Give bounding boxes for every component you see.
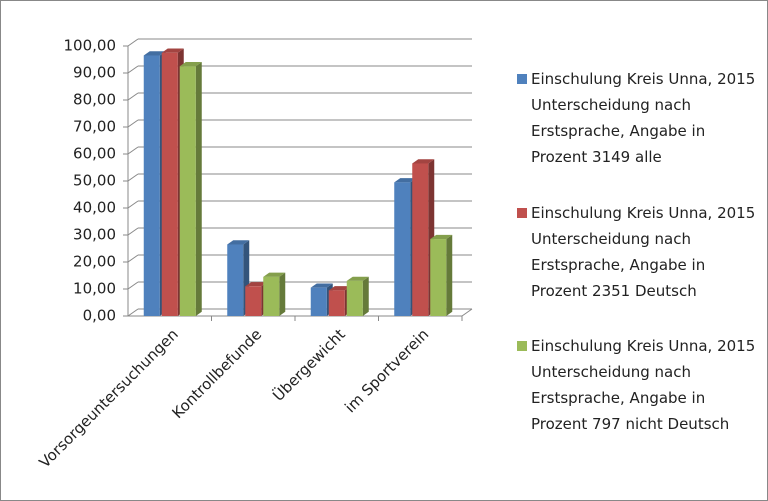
y-tick-label: 70,00 — [73, 118, 116, 136]
bar-top — [430, 234, 453, 240]
bar — [161, 52, 178, 316]
bar-top — [245, 282, 268, 287]
y-tick-label: 30,00 — [73, 226, 116, 244]
bar-top — [328, 286, 351, 291]
bar-side — [279, 272, 286, 316]
bar-side — [195, 62, 202, 316]
legend-label: Einschulung Kreis Unna, 2015 Unterscheid… — [531, 70, 756, 166]
y-tick-label: 90,00 — [73, 64, 116, 82]
bar-top — [161, 48, 184, 53]
bar — [179, 66, 196, 316]
x-axis-depth — [461, 308, 473, 317]
bar-top — [263, 272, 286, 277]
bar-top — [179, 62, 202, 67]
bar-side — [446, 234, 453, 316]
grid-line-side — [127, 119, 139, 128]
legend-label: Einschulung Kreis Unna, 2015 Unterscheid… — [531, 337, 756, 433]
bar-side — [362, 276, 369, 316]
bar-top — [346, 276, 369, 281]
grid-line-side — [127, 254, 139, 263]
bar — [328, 290, 345, 316]
grid-line-side — [127, 308, 139, 317]
grid-line-side — [127, 173, 139, 182]
grid-line-side — [127, 227, 139, 236]
y-tick-label: 50,00 — [73, 172, 116, 190]
bar — [143, 55, 160, 316]
bar — [310, 287, 327, 316]
bar — [346, 280, 363, 316]
bar — [430, 239, 447, 316]
bar-top — [227, 240, 250, 245]
y-tick-label: 40,00 — [73, 199, 116, 217]
grid-line-side — [127, 92, 139, 101]
y-tick-label: 60,00 — [73, 145, 116, 163]
legend-swatch — [517, 208, 527, 218]
y-tick-label: 100,00 — [64, 37, 117, 55]
y-tick-label: 20,00 — [73, 253, 116, 271]
bar — [394, 182, 411, 316]
y-tick-label: 80,00 — [73, 91, 116, 109]
bar-top — [394, 178, 417, 183]
grid-line-side — [127, 200, 139, 209]
legend-label: Einschulung Kreis Unna, 2015 Unterscheid… — [531, 204, 756, 300]
bar — [227, 244, 244, 316]
y-tick-label: 0,00 — [83, 307, 116, 325]
bar — [245, 286, 262, 316]
bar — [412, 163, 429, 316]
grid-line-side — [127, 281, 139, 290]
y-tick-label: 10,00 — [73, 280, 116, 298]
bar-top — [310, 283, 333, 288]
grid-line-side — [127, 65, 139, 74]
legend-swatch — [517, 341, 527, 351]
legend-swatch — [517, 74, 527, 84]
bar-top — [412, 159, 435, 164]
bar — [263, 276, 280, 316]
grid-line-side — [127, 146, 139, 155]
bar-top — [143, 51, 166, 56]
grid-line-side — [127, 38, 139, 47]
